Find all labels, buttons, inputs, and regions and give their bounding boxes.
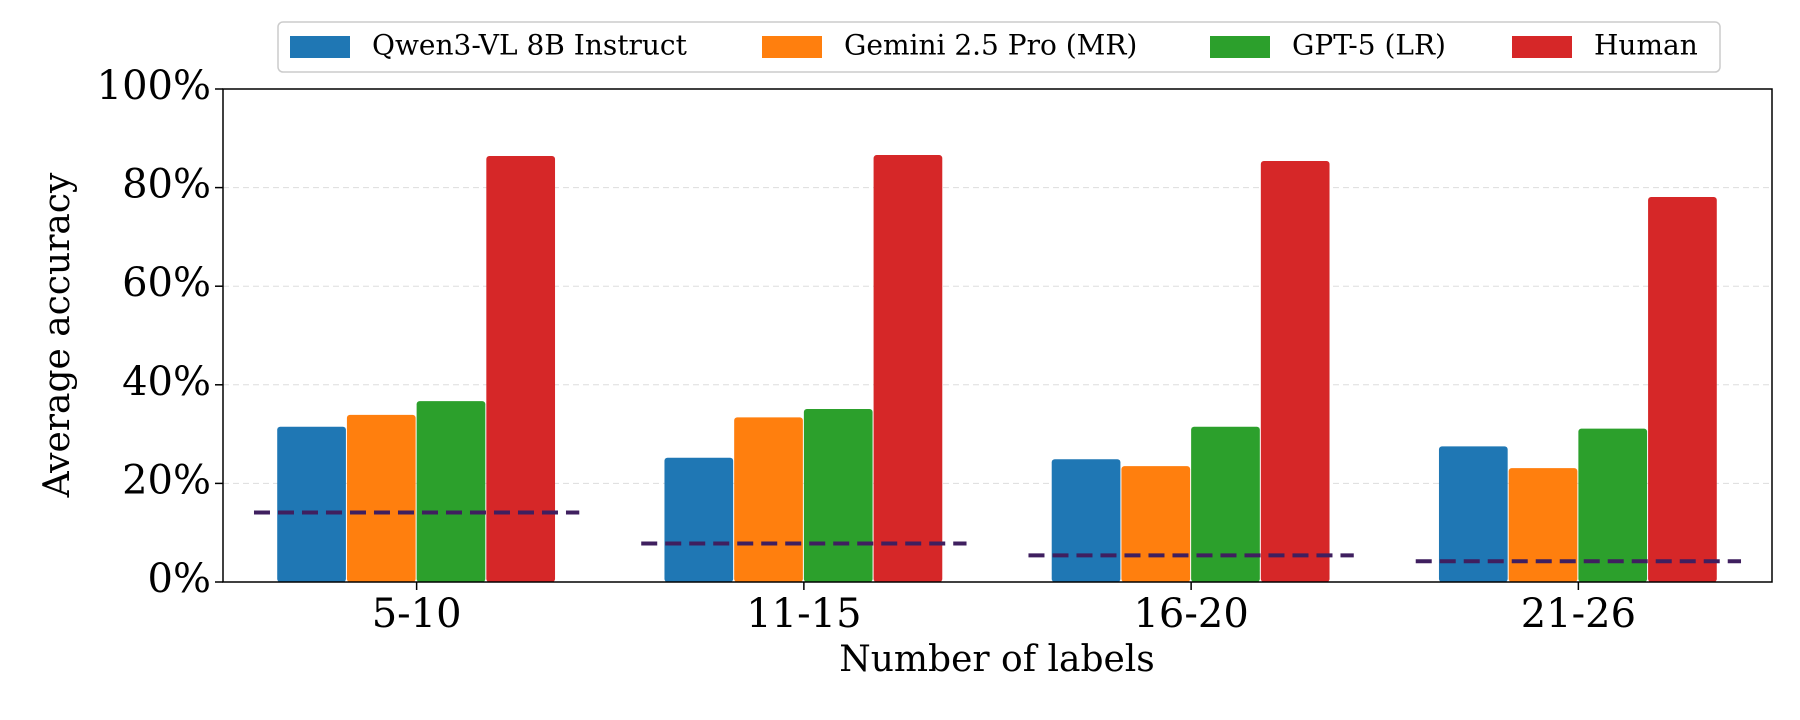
- bar: [277, 426, 346, 582]
- y-tick-label: 0%: [148, 556, 211, 602]
- bar: [1191, 426, 1260, 582]
- bar: [1578, 428, 1648, 582]
- legend-swatch: [1210, 36, 1270, 58]
- legend-swatch: [762, 36, 822, 58]
- bar: [486, 156, 556, 582]
- legend-box: [277, 21, 1721, 73]
- plot-frame: [222, 88, 1773, 583]
- y-tick-label: 40%: [122, 359, 211, 405]
- bar: [803, 408, 873, 582]
- y-tick-label: 20%: [122, 457, 211, 503]
- x-tick-label: 16-20: [1133, 591, 1248, 637]
- y-axis-label: Average accuracy: [37, 172, 78, 498]
- legend-swatch: [1512, 36, 1572, 58]
- bar: [1260, 160, 1330, 582]
- bar: [664, 457, 734, 582]
- bar: [1438, 446, 1508, 582]
- x-axis-label: Number of labels: [839, 639, 1155, 680]
- legend-label: Gemini 2.5 Pro (MR): [844, 29, 1137, 62]
- legend-swatch: [290, 36, 350, 58]
- legend-label: GPT-5 (LR): [1292, 29, 1446, 62]
- x-tick-label: 11-15: [746, 591, 861, 637]
- legend-label: Human: [1594, 29, 1698, 62]
- bar: [1051, 459, 1121, 582]
- y-tick-label: 80%: [122, 162, 211, 208]
- y-tick-label: 60%: [122, 260, 211, 306]
- bar: [873, 155, 943, 582]
- x-tick-label: 5-10: [372, 591, 462, 637]
- bar: [734, 417, 803, 582]
- bar: [1508, 468, 1578, 582]
- bar: [1648, 196, 1717, 583]
- bar: [1121, 466, 1191, 582]
- bar: [416, 401, 486, 582]
- bar: [346, 414, 416, 582]
- y-tick-label: 100%: [97, 63, 211, 109]
- x-tick-label: 21-26: [1521, 591, 1636, 637]
- legend-label: Qwen3-VL 8B Instruct: [372, 29, 688, 62]
